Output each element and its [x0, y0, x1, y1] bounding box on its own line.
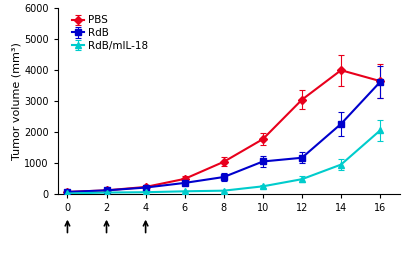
Y-axis label: Tumor volume (mm³): Tumor volume (mm³): [11, 42, 21, 160]
Legend: PBS, RdB, RdB/mIL-18: PBS, RdB, RdB/mIL-18: [70, 13, 151, 53]
